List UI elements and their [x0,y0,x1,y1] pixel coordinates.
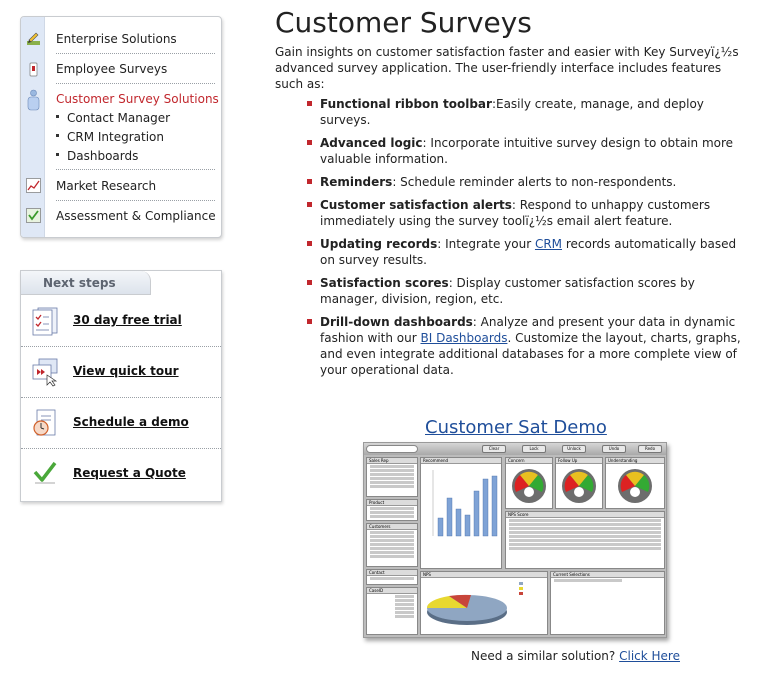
nav-item-assessment-compliance[interactable]: Assessment & Compliance [56,209,216,223]
request-quote-link[interactable]: Request a Quote [73,466,186,480]
understanding-gauge-icon [618,469,652,503]
badge-icon [29,62,38,77]
feature-item: Updating records: Integrate your CRM rec… [305,236,750,268]
dashboard-search-box [366,445,418,453]
solutions-nav: Enterprise Solutions Employee Surveys Cu… [20,16,222,238]
dashboard-current-selections-panel: Current Selections [550,571,665,635]
checkbox-icon [26,208,41,223]
pencil-icon [27,32,40,45]
person-icon [27,89,40,111]
dashboard-nps-pie-panel: NPS [420,571,548,635]
dashboard-caseid-panel: CaseID [366,587,418,635]
dashboard-recommend-panel: Recommend [420,457,502,569]
intro-paragraph: Gain insights on customer satisfaction f… [275,45,739,91]
next-steps-heading: Next steps [21,271,151,295]
step-request-quote: Request a Quote [21,449,221,500]
bullet-icon [307,280,312,285]
dashboard-redo-button: Redo [638,445,662,453]
green-check-icon [33,461,57,484]
bullet-icon [307,179,312,184]
dashboard-concern-gauge: Concern [505,457,553,509]
feature-list: Functional ribbon toolbar:Easily create,… [305,96,750,385]
subnav-divider [56,169,215,170]
step-schedule-demo: Schedule a demo [21,398,221,449]
feature-item: Drill-down dashboards: Analyze and prese… [305,314,750,378]
step-quick-tour: View quick tour [21,347,221,398]
feature-item: Customer satisfaction alerts: Respond to… [305,197,750,229]
demo-dashboard-screenshot[interactable]: Clear Lock Unlock Undo Redo Sales Rep Pr… [363,442,667,638]
dashboard-undo-button: Undo [602,445,626,453]
free-trial-link[interactable]: 30 day free trial [73,313,182,327]
subnav-contact-manager[interactable]: Contact Manager [56,111,170,125]
dashboard-nps-score-table: NPS Score [505,511,665,569]
subnav-dashboards[interactable]: Dashboards [56,149,138,163]
nav-item-market-research[interactable]: Market Research [56,171,215,201]
nps-pie-chart [426,582,523,625]
dashboard-unlock-button: Unlock [562,445,586,453]
clock-document-icon [33,409,56,436]
step-free-trial: 30 day free trial [21,296,221,347]
schedule-demo-link[interactable]: Schedule a demo [73,415,189,429]
line-chart-icon [26,178,41,193]
subnav-crm-integration[interactable]: CRM Integration [56,130,164,144]
click-here-link[interactable]: Click Here [619,649,680,663]
page-title: Customer Surveys [275,6,532,39]
bi-dashboards-link[interactable]: BI Dashboards [420,331,508,345]
dashboard-customers-panel: Customers [366,523,418,567]
next-steps-box: Next steps 30 day free trial View quick … [20,270,222,502]
recommend-bar-chart [432,470,498,537]
bullet-icon [307,101,312,106]
follow-up-gauge-icon [562,469,596,503]
feature-item: Advanced logic: Incorporate intuitive su… [305,135,750,167]
nav-item-customer-survey-solutions[interactable]: Customer Survey Solutions [56,92,219,106]
concern-gauge-icon [512,469,546,503]
bullet-icon [307,140,312,145]
dashboard-lock-button: Lock [522,445,546,453]
dashboard-follow-up-gauge: Follow Up [555,457,603,509]
dashboard-toolbar: Clear Lock Unlock Undo Redo [364,443,666,455]
play-screens-icon [32,358,58,387]
bullet-icon [307,319,312,324]
nav-icon-strip [21,17,45,237]
nav-item-employee-surveys[interactable]: Employee Surveys [56,54,215,84]
feature-item: Reminders: Schedule reminder alerts to n… [305,174,750,190]
bullet-icon [307,241,312,246]
dashboard-product-panel: Product [366,499,418,521]
dashboard-contact-panel: Contact [366,569,418,585]
similar-solution-text: Need a similar solution? Click Here [471,649,680,663]
dashboard-clear-button: Clear [482,445,506,453]
dashboard-sales-rep-panel: Sales Rep [366,457,418,497]
feature-item: Functional ribbon toolbar:Easily create,… [305,96,750,128]
bullet-icon [307,202,312,207]
feature-item: Satisfaction scores: Display customer sa… [305,275,750,307]
crm-link[interactable]: CRM [534,237,563,251]
customer-sat-demo-link[interactable]: Customer Sat Demo [425,417,607,438]
nav-item-enterprise-solutions[interactable]: Enterprise Solutions [56,24,215,54]
dashboard-understanding-gauge: Understanding [605,457,665,509]
quick-tour-link[interactable]: View quick tour [73,364,179,378]
checklist-document-icon [32,307,58,336]
